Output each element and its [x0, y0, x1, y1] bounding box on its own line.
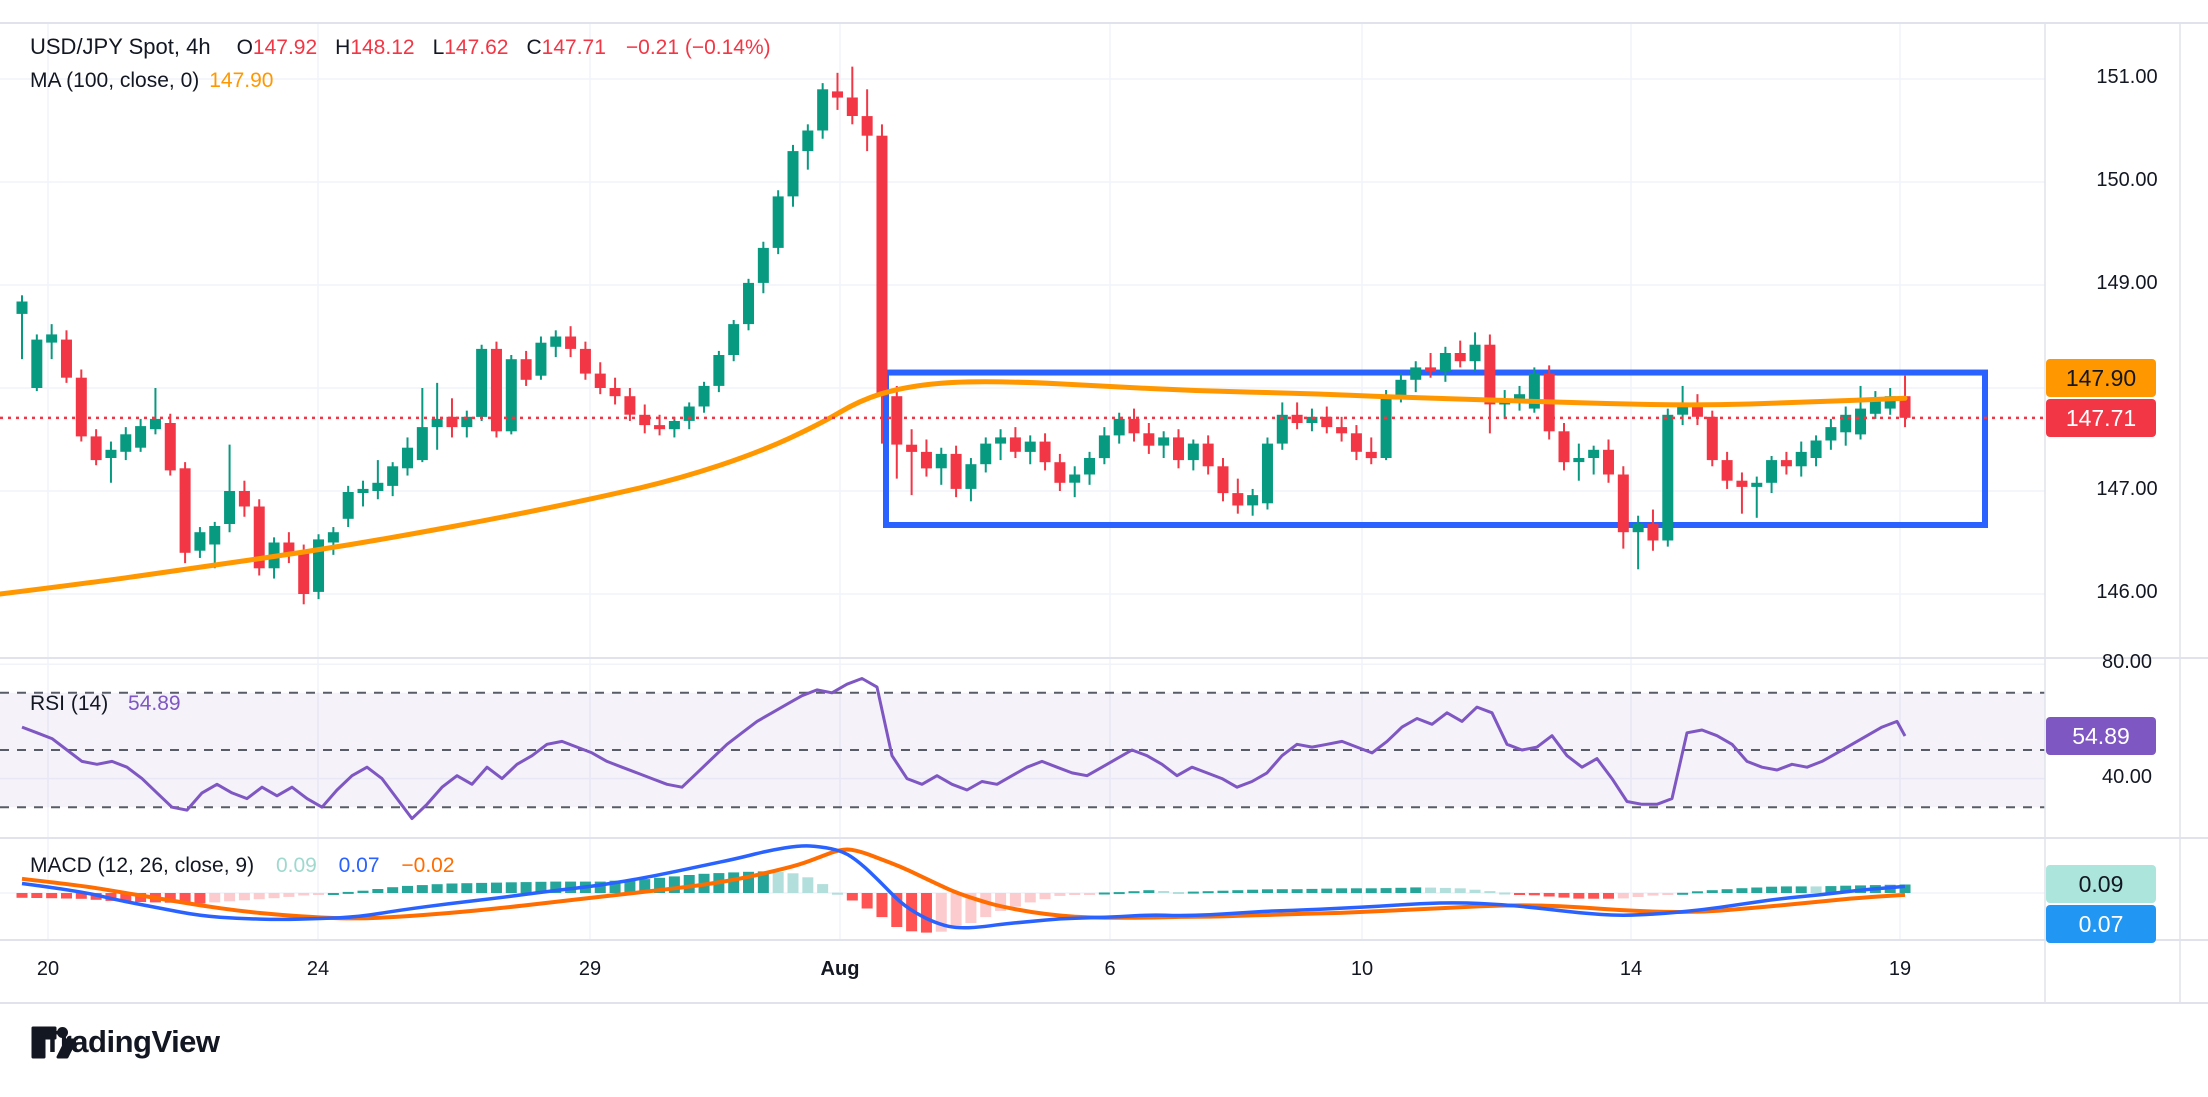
macd-pane	[16, 844, 1911, 933]
rsi-badge: 54.89	[2046, 717, 2156, 755]
ma100-line	[0, 379, 1908, 597]
symbol-legend-row[interactable]: USD/JPY Spot, 4h O147.92 H148.12 L147.62…	[30, 30, 771, 64]
rsi-pane	[0, 677, 2045, 821]
price-axis-label: 151.00	[2096, 66, 2158, 88]
ma-label: MA (100, close, 0)	[30, 69, 200, 92]
time-axis-label: 29	[578, 958, 602, 980]
time-axis-label: 20	[36, 958, 60, 980]
ohlc-low: L147.62	[432, 36, 509, 59]
ohlc-open: O147.92	[236, 36, 318, 59]
range-box	[883, 369, 1988, 528]
price-axis-label: 147.00	[2096, 478, 2158, 500]
ma-price-badge: 147.90	[2046, 358, 2156, 397]
price-axis-label: 146.00	[2096, 581, 2158, 603]
macd-label: MACD (12, 26, close, 9)	[30, 854, 255, 877]
time-axis-label: Aug	[820, 958, 860, 980]
rsi-value: 54.89	[128, 692, 181, 715]
rsi-axis-label: 40.00	[2101, 765, 2153, 788]
tradingview-logo[interactable]: TradingView	[30, 1024, 220, 1060]
symbol-title: USD/JPY Spot, 4h	[30, 34, 211, 59]
macd-line-value: 0.07	[338, 854, 380, 877]
ma-legend-row[interactable]: MA (100, close, 0) 147.90	[30, 64, 771, 97]
gridlines	[0, 23, 2045, 940]
macd-line	[21, 844, 1906, 930]
time-axis-label: 10	[1350, 958, 1374, 980]
change-value: −0.21 (−0.14%)	[625, 36, 771, 59]
candles	[16, 66, 1911, 605]
macd-line-badge: 0.07	[2046, 905, 2156, 944]
time-axis-label: 24	[306, 958, 330, 980]
rsi-axis-label: 80.00	[2101, 651, 2153, 674]
tradingview-logo-icon	[31, 1026, 76, 1059]
macd-hist-value: 0.09	[275, 854, 317, 877]
macd-signal-line	[21, 847, 1906, 921]
ohlc-close: C147.71	[526, 36, 606, 59]
macd-signal-value: −0.02	[401, 854, 455, 877]
macd-legend-row[interactable]: MACD (12, 26, close, 9) 0.09 0.07 −0.02	[30, 854, 455, 878]
price-axis-label: 150.00	[2096, 169, 2158, 191]
rsi-line	[21, 677, 1907, 821]
macd-hist-badge: 0.09	[2046, 865, 2156, 904]
ohlc-high: H148.12	[335, 36, 415, 59]
time-axis-label: 6	[1104, 958, 1116, 980]
time-axis-label: 14	[1619, 958, 1643, 980]
close-price-badge: 147.71	[2046, 398, 2156, 437]
rsi-legend-row[interactable]: RSI (14) 54.89	[30, 692, 181, 716]
rsi-label: RSI (14)	[30, 692, 109, 715]
time-axis-label: 19	[1888, 958, 1912, 980]
price-axis-label: 149.00	[2096, 272, 2158, 294]
main-legend: USD/JPY Spot, 4h O147.92 H148.12 L147.62…	[30, 30, 771, 97]
pane-separators	[0, 22, 2208, 1004]
ma-value: 147.90	[209, 69, 274, 92]
